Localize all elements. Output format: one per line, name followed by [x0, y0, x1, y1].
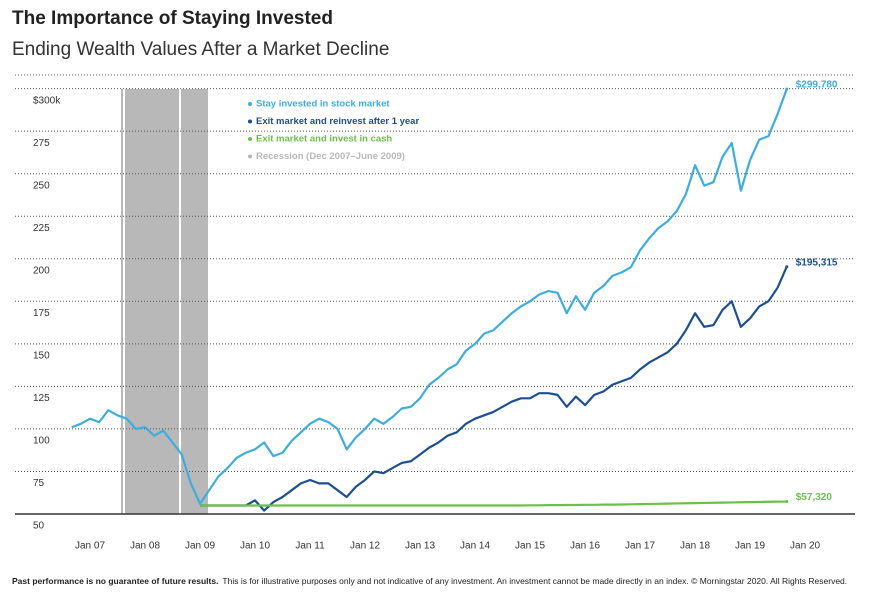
x-tick-label: Jan 16 — [570, 541, 600, 552]
recession-band — [121, 89, 208, 514]
y-tick-label: 150 — [33, 350, 50, 361]
x-tick-label: Jan 11 — [295, 541, 325, 552]
legend-label: Recession (Dec 2007–June 2009) — [256, 151, 405, 162]
y-tick-label: 175 — [33, 308, 50, 319]
x-tick-label: Jan 12 — [350, 541, 380, 552]
recession-shading — [121, 89, 208, 514]
footnote-text: This is for illustrative purposes only a… — [222, 576, 847, 586]
value-label: $299,780 — [796, 80, 838, 91]
y-tick-label: 225 — [33, 223, 50, 234]
x-tick-label: Jan 09 — [185, 541, 215, 552]
x-tick-label: Jan 17 — [625, 541, 655, 552]
value-label: $57,320 — [796, 492, 833, 503]
x-tick-label: Jan 13 — [405, 541, 435, 552]
x-tick-label: Jan 15 — [515, 541, 545, 552]
chart-subtitle: Ending Wealth Values After a Market Decl… — [12, 39, 389, 60]
x-tick-label: Jan 08 — [130, 541, 160, 552]
series-line — [200, 500, 787, 507]
footnote: Past performance is no guarantee of futu… — [12, 576, 847, 586]
y-tick-label: 200 — [33, 265, 50, 276]
legend-marker — [248, 137, 252, 141]
y-tick-label: $300k — [33, 95, 61, 106]
end-marker — [785, 265, 789, 269]
y-tick-label: 50 — [33, 521, 45, 532]
value-label: $195,315 — [796, 257, 838, 268]
x-tick-label: Jan 19 — [735, 541, 765, 552]
legend-label: Stay invested in stock market — [256, 99, 390, 110]
x-tick-label: Jan 14 — [460, 541, 490, 552]
y-tick-label: 100 — [33, 436, 50, 447]
y-tick-label: 275 — [33, 138, 50, 149]
series-line — [200, 266, 788, 512]
end-marker — [785, 87, 789, 91]
footnote-bold: Past performance is no guarantee of futu… — [12, 576, 218, 586]
series-line — [71, 88, 788, 505]
legend-marker — [248, 154, 252, 159]
end-marker — [785, 500, 789, 504]
x-tick-label: Jan 10 — [240, 541, 270, 552]
legend-marker — [248, 102, 252, 106]
x-tick-label: Jan 18 — [680, 541, 710, 552]
y-tick-label: 125 — [33, 393, 50, 404]
x-tick-label: Jan 07 — [75, 541, 105, 552]
y-tick-label: 250 — [33, 180, 50, 191]
legend-marker — [248, 119, 252, 124]
x-tick-label: Jan 20 — [790, 541, 820, 552]
legend-label: Exit market and reinvest after 1 year — [256, 116, 419, 127]
legend-label: Exit market and invest in cash — [256, 134, 392, 145]
chart-title: The Importance of Staying Invested — [12, 8, 333, 29]
y-tick-label: 75 — [33, 478, 45, 489]
